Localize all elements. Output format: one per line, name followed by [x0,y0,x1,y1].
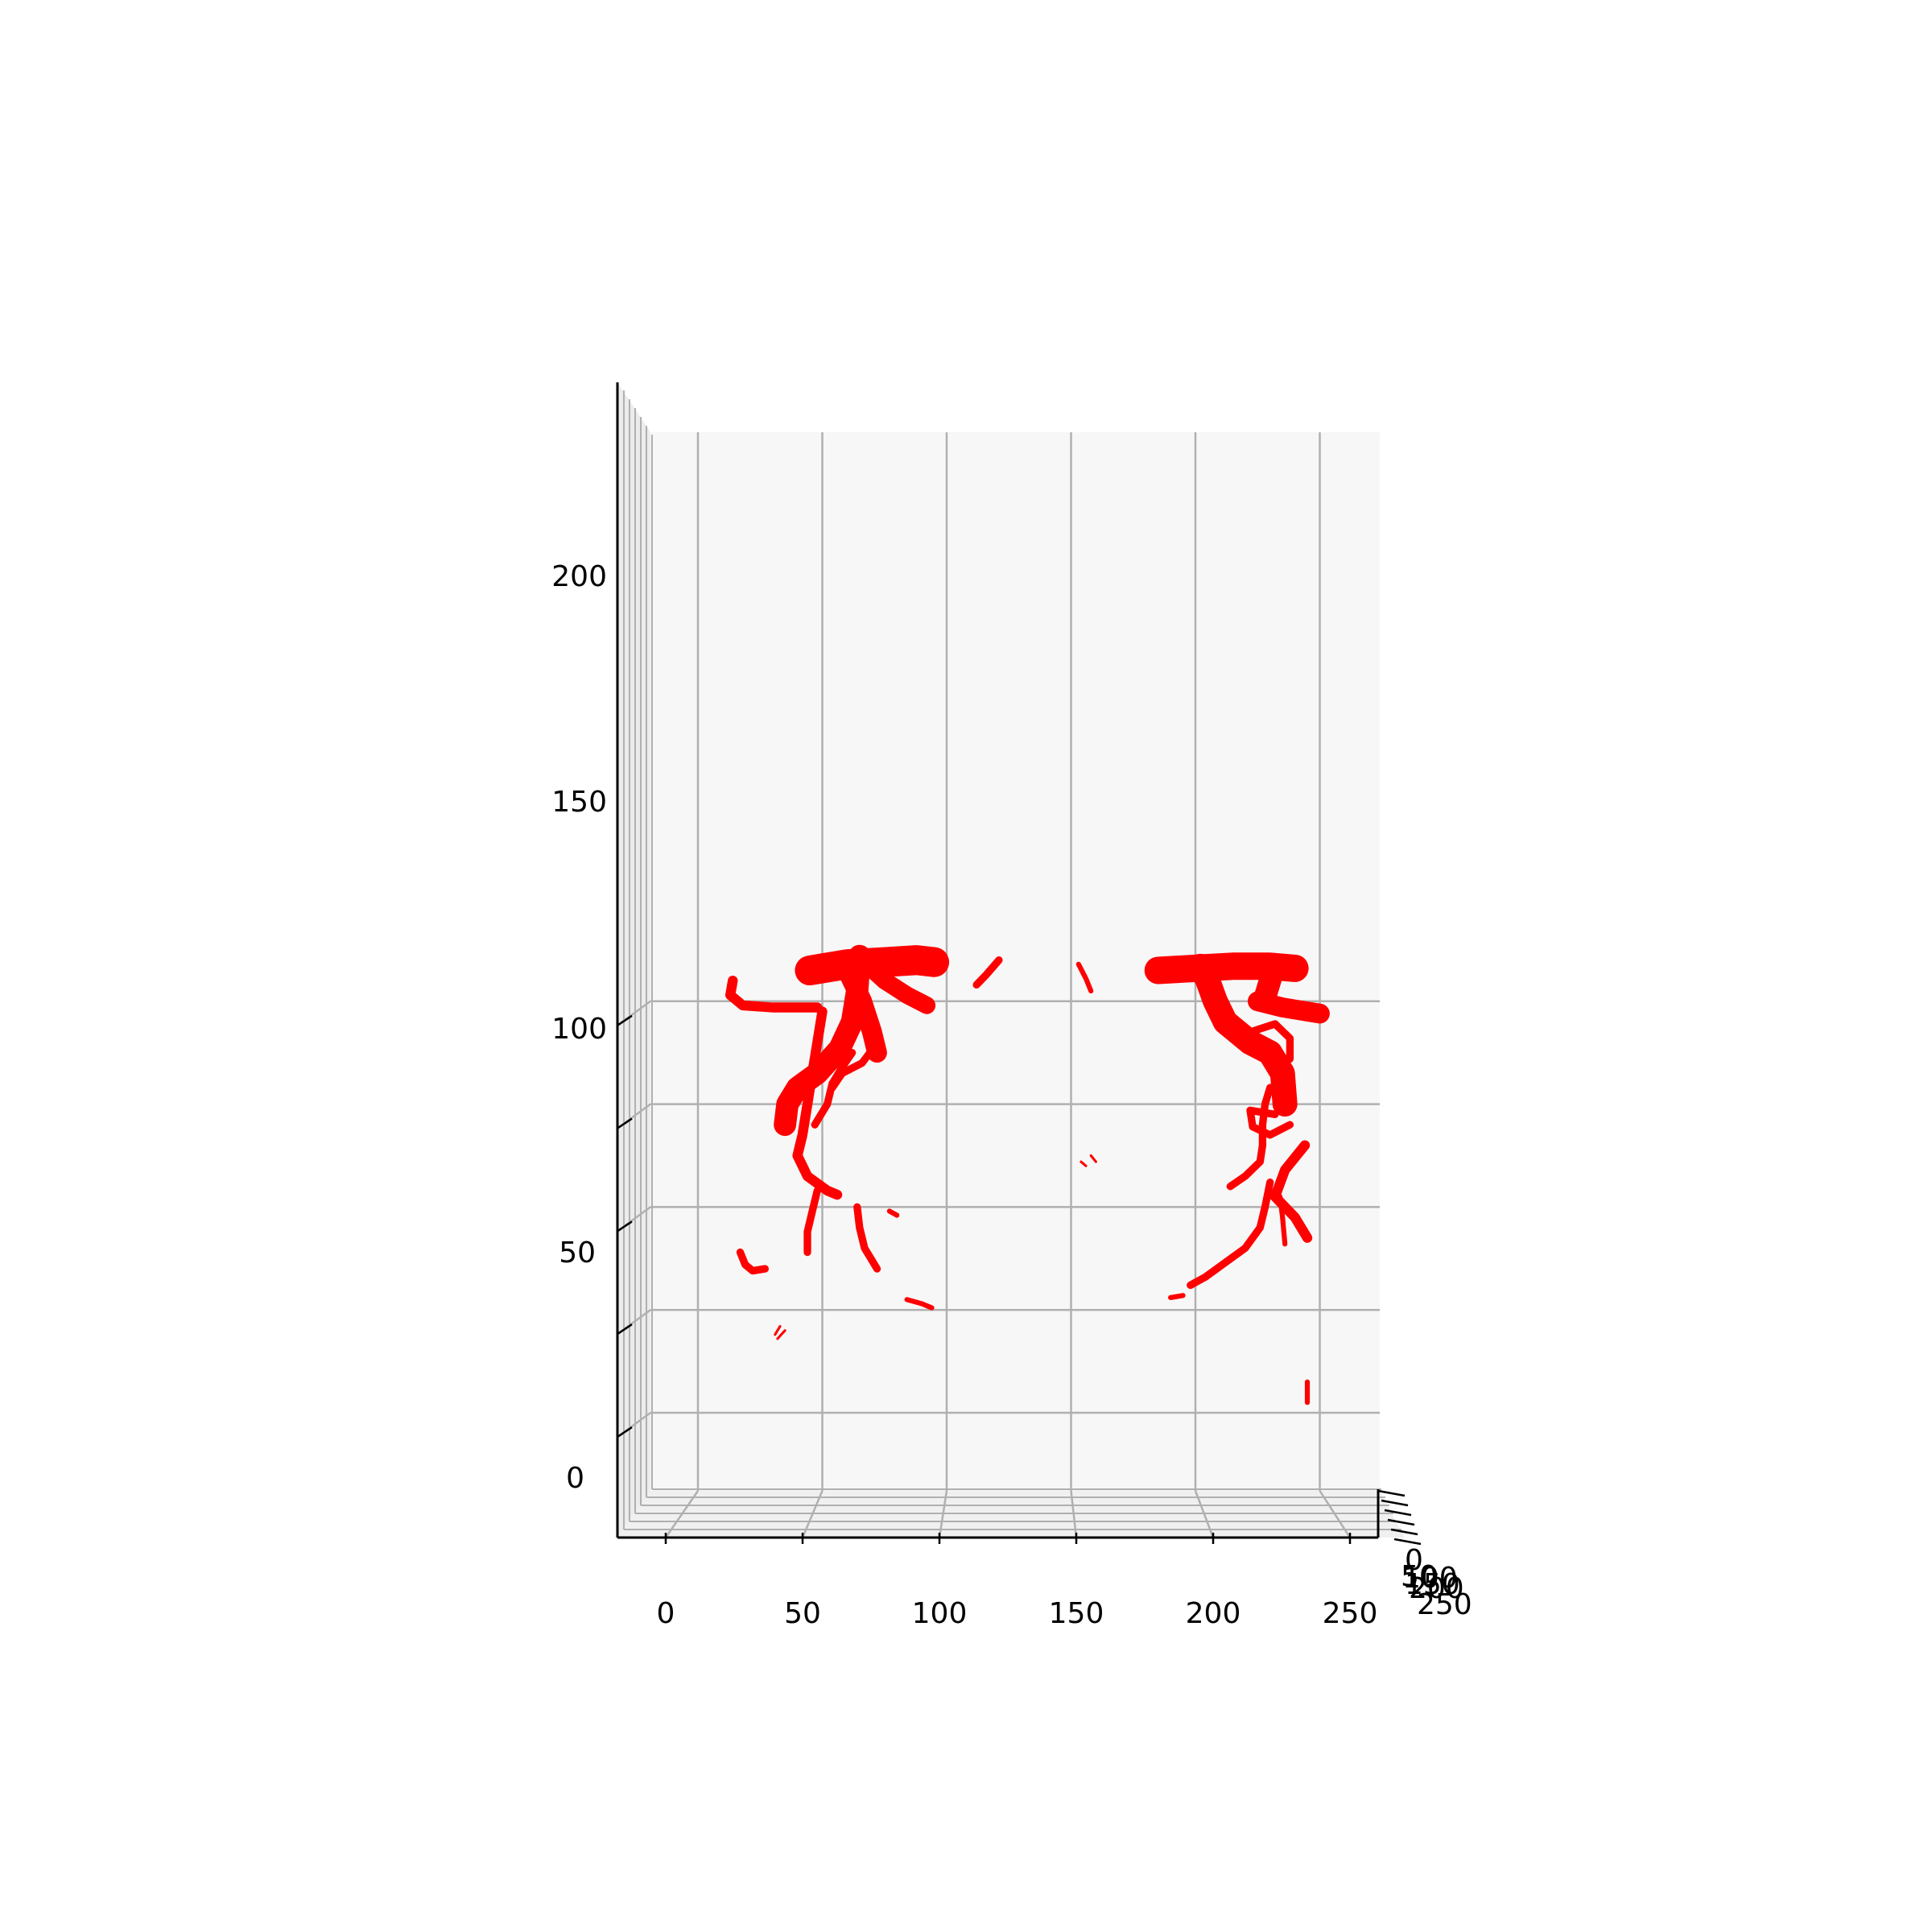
y-axis-ticks: 0 50 100 150 200 250 [1401,1544,1472,1621]
right-descending-vessel [1226,1084,1274,1191]
left-frag-b [904,1297,935,1311]
x-tick-label: 250 [1323,1597,1378,1630]
left-lower-vessel [803,1187,821,1257]
z-tick-mark [617,1117,633,1129]
left-hook [725,976,823,1013]
z-tick-label: 200 [551,560,607,593]
left-pane [617,382,650,1538]
y-tick-label: 50 [1401,1560,1438,1593]
right-lower-vessel [1187,1179,1274,1290]
z-tick-mark [617,1220,633,1232]
right-c-shape [1246,1106,1294,1139]
y-tick-mark [1377,1489,1406,1497]
tick-marks [617,1014,1422,1546]
left-frag-a [886,1208,900,1218]
right-main-trunk [1187,953,1298,1117]
left-frag-c [774,1325,782,1336]
left-inner-branch [811,1049,857,1129]
z-axis-ticks: 0 50 100 150 200 [551,560,607,1495]
y-tick-mark [1393,1538,1422,1546]
x-axis-ticks: 0 50 100 150 200 250 [657,1597,1378,1630]
x-tick-label: 0 [657,1597,675,1630]
x-tick-label: 50 [784,1597,821,1630]
y-tick-label: 250 [1417,1588,1472,1621]
y-tick-label: 100 [1402,1562,1458,1595]
left-small-arc [736,1248,770,1275]
z-tick-label: 50 [559,1236,596,1269]
left-upper-arm-b [853,951,936,1014]
y-tick-label: 0 [1405,1544,1423,1577]
x-tick-label: 100 [912,1597,968,1630]
right-bottom-frag [1168,1293,1186,1300]
right-upper-arm [1253,952,1286,1009]
right-triangle [1269,1140,1313,1243]
center-right-frag [1075,961,1094,994]
y-tick-mark [1390,1528,1418,1536]
right-loop [1246,1020,1294,1063]
y-tick-label: 150 [1405,1568,1460,1601]
z-tick-mark [617,1014,633,1026]
z-tick-label: 150 [551,786,607,819]
left-upper-mass [795,945,950,986]
center-speck-a [1089,1154,1097,1163]
y-tick-mark [1381,1499,1409,1507]
right-lower-vessel-2 [1278,1194,1288,1247]
z-tick-mark [617,1323,633,1335]
center-left-frag [972,956,1003,989]
data-points [725,944,1330,1406]
x-tick-label: 200 [1186,1597,1241,1630]
z-tick-label: 0 [566,1462,584,1495]
y-tick-label: 200 [1409,1572,1464,1605]
left-frag-d [776,1329,786,1340]
right-side-block [1247,991,1330,1024]
z-tick-label: 100 [551,1013,607,1046]
left-descending-vessel [792,1006,843,1200]
z-tick-mark [617,1426,633,1439]
y-tick-mark [1387,1518,1415,1526]
x-tick-label: 150 [1049,1597,1104,1630]
center-speck-b [1080,1160,1088,1167]
y-tick-mark [1384,1509,1412,1517]
left-lower-vessel-2 [853,1203,881,1273]
